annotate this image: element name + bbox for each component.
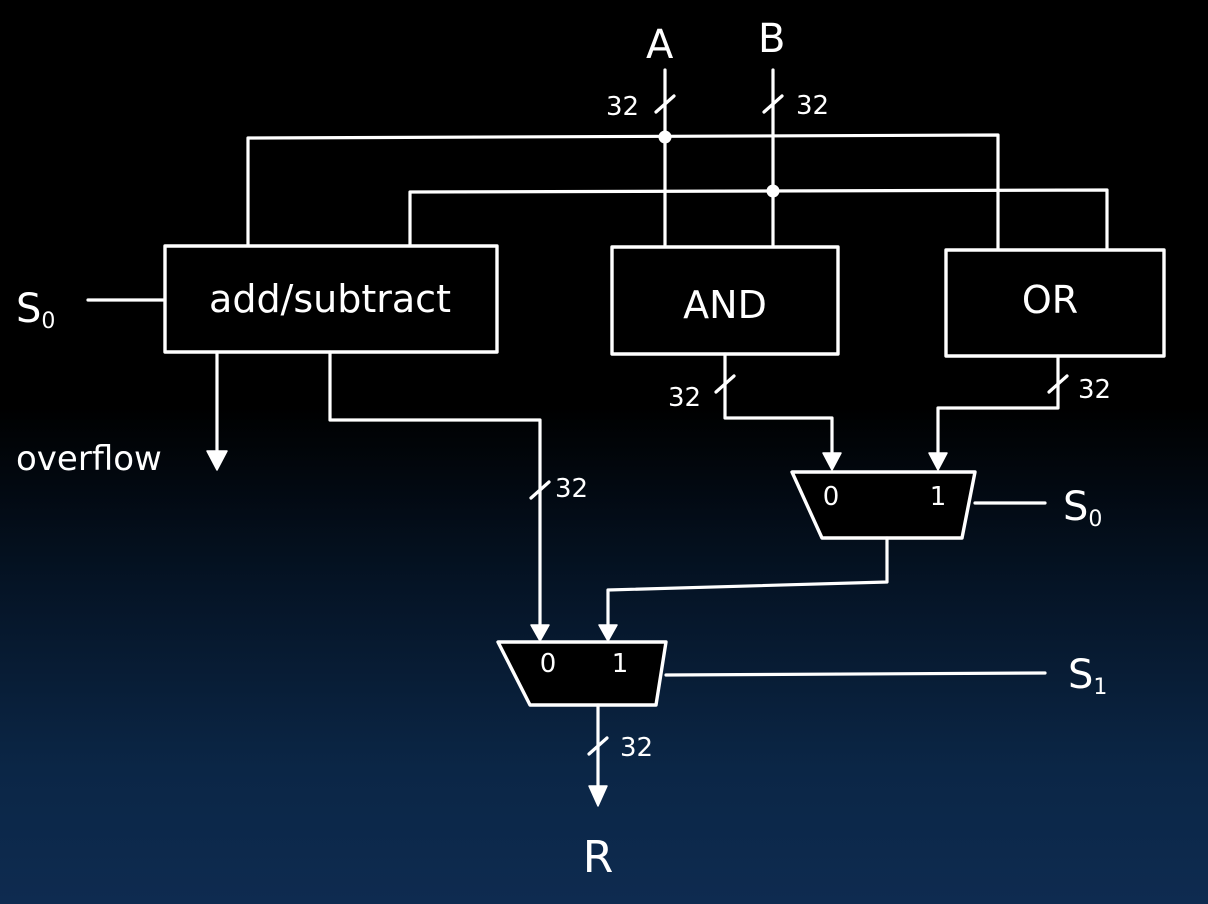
wire-and-out [723,352,834,457]
s0-left-label: S0 [16,286,55,334]
junction-dot-a [658,130,672,144]
s0-left-sub: 0 [41,309,55,334]
wire-mux-small-out [606,536,889,629]
s0-right-label: S0 [1063,484,1102,532]
bus-tick-add-out [529,480,551,500]
width-label-or-out: 32 [1078,375,1111,405]
result-label: R [583,832,614,883]
mux-big-in0-label: 0 [540,649,557,679]
mux-small-in1-label: 1 [930,482,947,512]
s1-base: S [1068,652,1093,698]
mux-result [496,640,668,707]
bus-tick-and-out [714,374,736,394]
width-label-result: 32 [620,733,653,763]
wire-add-out [328,350,542,629]
width-label-and-out: 32 [668,383,701,413]
or-block [944,248,1166,358]
input-b-label: B [758,16,785,62]
junction-dot-b [766,184,780,198]
overflow-arrow-icon [206,450,228,471]
overflow-label: overflow [16,439,162,479]
s1-label: S1 [1068,652,1107,700]
bus-tick-a [654,94,676,114]
bus-tick-or-out [1047,374,1069,394]
wire-b-bus [408,188,1109,250]
add-subtract-label: add/subtract [209,277,451,321]
input-a-label: A [646,22,674,68]
width-label-a: 32 [606,92,639,122]
and-block [610,245,840,356]
mux-small-out-arrow-icon [598,624,618,642]
s0-right-base: S [1063,484,1088,530]
or-label: OR [1022,278,1078,322]
bus-tick-result [587,736,609,756]
mux-small-in0-label: 0 [823,482,840,512]
and-out-arrow-icon [822,452,842,471]
or-out-arrow-icon [928,452,948,471]
result-arrow-icon [588,785,608,807]
add-out-arrow-icon [530,624,550,642]
wire-or-out [936,354,1060,457]
and-label: AND [683,283,767,327]
s0-left-base: S [16,286,41,332]
bus-tick-b [762,94,784,114]
wire-s1 [664,671,1047,677]
s0-right-sub: 0 [1088,507,1102,532]
mux-big-in1-label: 1 [612,649,629,679]
width-label-b: 32 [796,91,829,121]
mux-and-or [790,470,977,540]
s1-sub: 1 [1093,675,1107,700]
width-label-add-out: 32 [555,474,588,504]
